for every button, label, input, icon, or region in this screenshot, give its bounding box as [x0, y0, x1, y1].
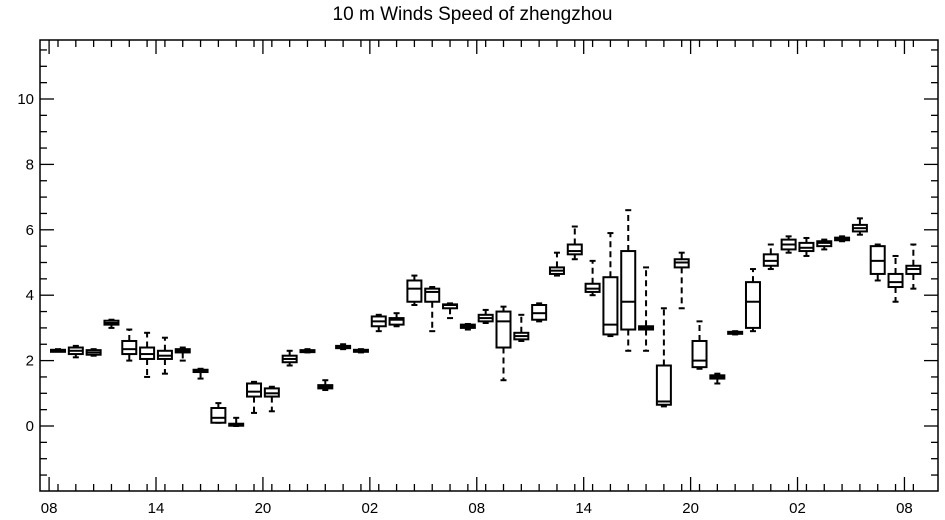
plot-frame — [39, 39, 939, 492]
x-tick-label: 08 — [896, 500, 913, 517]
box-item — [263, 385, 280, 413]
chart-title: 10 m Winds Speed of zhengzhou — [332, 4, 613, 25]
box-item — [638, 266, 655, 352]
box-item — [602, 232, 619, 338]
y-tick-label: 2 — [26, 353, 34, 370]
box-item — [424, 286, 441, 333]
x-tick-label: 02 — [789, 500, 806, 517]
box-item — [905, 243, 922, 290]
y-tick-label: 6 — [26, 222, 34, 239]
box-item — [798, 236, 815, 257]
box-series — [50, 209, 922, 427]
box-item — [317, 379, 334, 392]
box-item — [459, 322, 476, 331]
box-item — [869, 243, 886, 282]
box-item — [477, 308, 494, 324]
box-iqr — [495, 310, 512, 349]
x-axis: 08 14 20 02 08 14 20 02 08 — [41, 40, 915, 517]
box-item — [67, 344, 84, 359]
box-item — [50, 348, 66, 353]
box-item — [174, 346, 191, 362]
box-item — [620, 209, 637, 352]
x-tick-label: 20 — [255, 500, 272, 517]
box-item — [228, 416, 245, 427]
box-item — [673, 251, 690, 310]
x-tick-label: 02 — [362, 500, 379, 517]
box-iqr — [566, 243, 583, 256]
box-item — [156, 336, 173, 375]
y-tick-label: 4 — [26, 287, 34, 304]
box-item — [121, 328, 138, 362]
box-item — [816, 238, 833, 251]
box-item — [192, 367, 209, 380]
box-item — [744, 268, 761, 333]
box-item — [139, 331, 156, 378]
y-tick-label: 8 — [26, 156, 34, 173]
y-tick-label: 0 — [26, 418, 34, 435]
box-iqr — [210, 407, 227, 424]
box-item — [299, 348, 316, 354]
box-item — [495, 305, 512, 382]
box-item — [834, 235, 851, 243]
box-iqr — [424, 287, 441, 303]
box-item — [691, 320, 708, 370]
box-item — [85, 348, 102, 357]
x-tick-label: 14 — [148, 500, 165, 517]
box-item — [727, 330, 744, 336]
box-item — [762, 243, 779, 271]
y-axis: 0 2 4 6 8 10 — [17, 49, 938, 476]
box-item — [780, 235, 797, 254]
box-iqr — [744, 281, 761, 329]
box-item — [281, 349, 298, 367]
box-item — [103, 318, 120, 329]
box-iqr — [655, 364, 672, 406]
box-item — [851, 217, 868, 236]
box-item — [709, 372, 726, 385]
box-item — [388, 312, 405, 328]
box-item — [210, 402, 227, 424]
box-iqr — [246, 382, 263, 398]
x-tick-label: 20 — [682, 500, 699, 517]
box-item — [335, 343, 352, 351]
box-iqr — [602, 276, 619, 336]
box-item — [584, 259, 601, 297]
box-item — [246, 380, 263, 414]
box-item — [566, 225, 583, 261]
box-item — [513, 313, 530, 342]
box-item — [655, 307, 672, 408]
box-item — [531, 302, 548, 323]
box-iqr — [691, 339, 708, 369]
box-iqr — [121, 339, 138, 356]
box-iqr — [388, 317, 405, 326]
box-iqr — [620, 250, 637, 331]
box-item — [352, 348, 369, 354]
x-tick-label: 08 — [468, 500, 485, 517]
x-tick-label: 14 — [575, 500, 592, 517]
box-iqr — [887, 272, 904, 289]
box-item — [370, 313, 387, 333]
box-iqr — [406, 279, 423, 303]
box-item — [442, 302, 459, 320]
box-item — [548, 251, 565, 277]
x-tick-label: 08 — [41, 500, 58, 517]
y-tick-label: 10 — [17, 91, 34, 108]
box-item — [406, 274, 423, 307]
box-item — [887, 254, 904, 303]
